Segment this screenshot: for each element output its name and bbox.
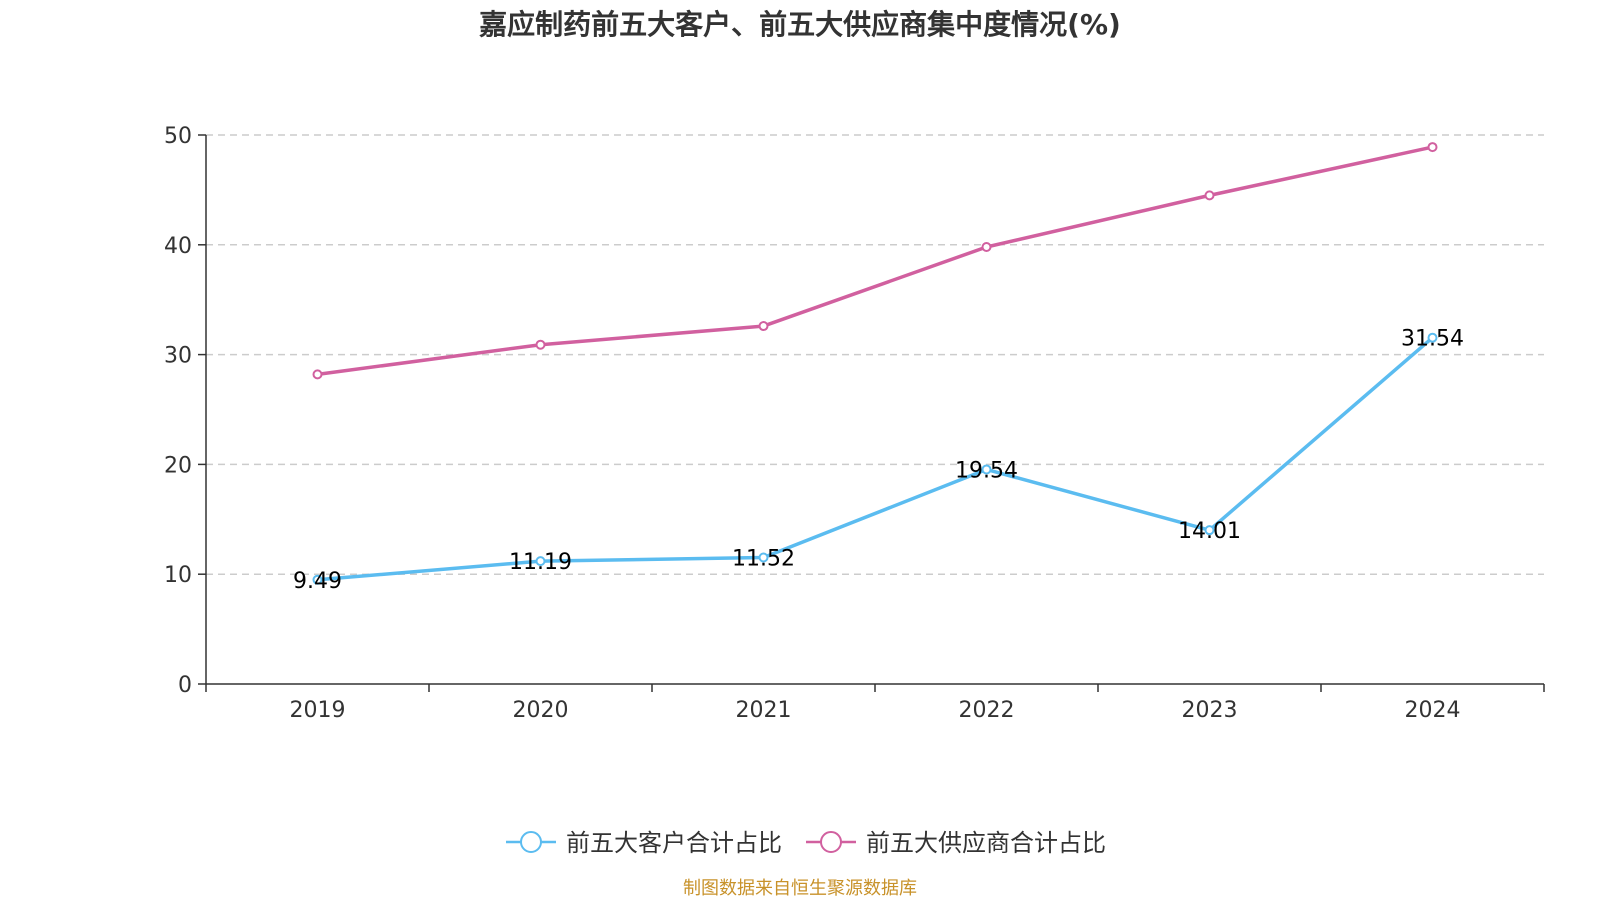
series-line-2 [315, 145, 1435, 377]
data-point[interactable] [1204, 190, 1215, 201]
grid-lines [206, 134, 1544, 575]
data-point[interactable] [1204, 525, 1215, 536]
series-line-1 [315, 335, 1435, 582]
data-point[interactable] [981, 464, 992, 475]
data-label: 14.01 [1178, 519, 1241, 544]
y-tick-label: 40 [164, 234, 192, 259]
y-tick-label: 0 [178, 673, 192, 698]
legend[interactable]: 前五大客户合计占比 前五大供应商合计占比 [506, 829, 1106, 857]
x-tick-label: 2024 [1405, 698, 1461, 723]
data-point[interactable] [312, 369, 323, 380]
x-tick-label: 2020 [513, 698, 569, 723]
data-labels: 9.49 11.19 11.52 19.54 14.01 31.54 [293, 327, 1464, 594]
legend-label: 前五大供应商合计占比 [866, 829, 1106, 857]
data-point[interactable] [758, 552, 769, 563]
data-point[interactable] [1427, 142, 1438, 153]
data-point[interactable] [535, 339, 546, 350]
y-tick-label: 10 [164, 563, 192, 588]
x-tick-label: 2022 [959, 698, 1015, 723]
data-point[interactable] [312, 574, 323, 585]
y-tick-label: 20 [164, 453, 192, 478]
source-note: 制图数据来自恒生聚源数据库 [683, 878, 917, 899]
x-tick-label: 2019 [290, 698, 346, 723]
legend-item-1[interactable]: 前五大客户合计占比 [506, 829, 782, 857]
legend-item-2[interactable]: 前五大供应商合计占比 [806, 829, 1106, 857]
data-label: 11.52 [732, 547, 795, 572]
x-tick-label: 2023 [1182, 698, 1238, 723]
x-tick-label: 2021 [736, 698, 792, 723]
data-point[interactable] [1427, 332, 1438, 343]
axes: 0 10 20 30 40 50 2019 2020 2021 2022 2023 2024 [164, 124, 1545, 723]
y-tick-label: 30 [164, 344, 192, 369]
data-point[interactable] [535, 556, 546, 567]
data-label: 31.54 [1401, 327, 1464, 352]
legend-marker-icon [820, 831, 842, 853]
legend-label: 前五大客户合计占比 [566, 829, 782, 857]
data-point[interactable] [758, 321, 769, 332]
data-label: 11.19 [509, 550, 572, 575]
data-label: 9.49 [293, 569, 342, 594]
data-label: 19.54 [955, 458, 1018, 483]
legend-marker-icon [520, 831, 542, 853]
y-tick-label: 50 [164, 124, 192, 149]
series-lines [312, 142, 1438, 585]
chart-title: 嘉应制药前五大客户、前五大供应商集中度情况(%) [479, 8, 1121, 41]
data-point[interactable] [981, 241, 992, 252]
